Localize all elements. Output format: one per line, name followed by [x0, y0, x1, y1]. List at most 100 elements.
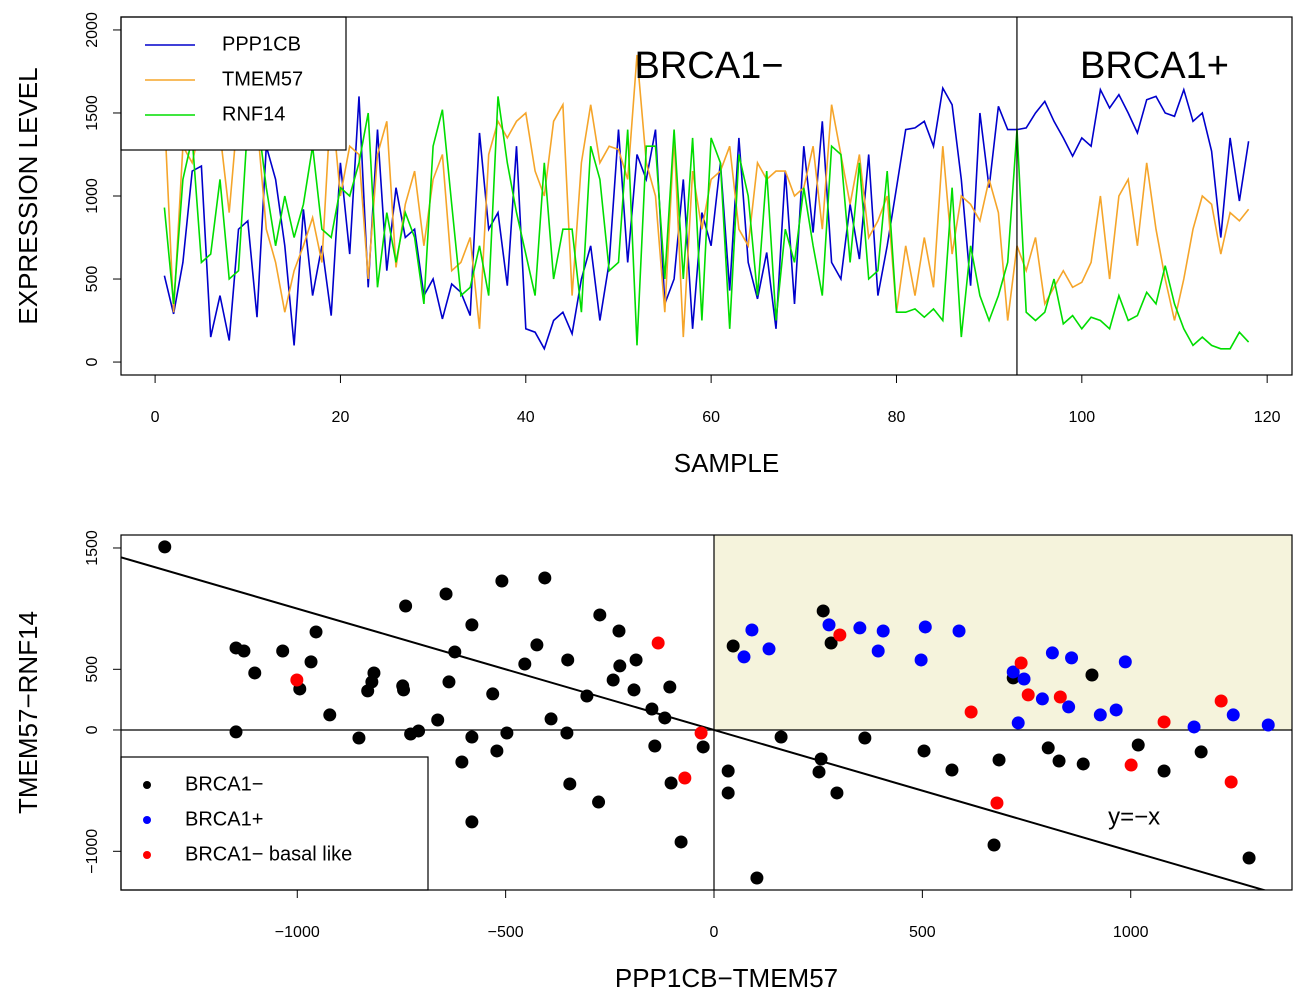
scatter-point — [1214, 694, 1228, 708]
plot-frame — [120, 16, 1293, 376]
scatter-point — [593, 608, 607, 622]
scatter-point — [1006, 665, 1020, 679]
legend-swatch — [143, 781, 151, 789]
scatter-point — [914, 653, 928, 667]
scatter-point — [1035, 692, 1049, 706]
scatter-point — [304, 655, 318, 669]
scatter-point — [945, 763, 959, 777]
scatter-point — [664, 776, 678, 790]
scatter-point — [490, 744, 504, 758]
legend-label: BRCA1+ — [185, 808, 263, 830]
y-tick-label: 0 — [84, 725, 101, 734]
x-tick-label: 1000 — [1113, 924, 1149, 941]
scatter-point — [465, 730, 479, 744]
scatter-point — [721, 764, 735, 778]
legend-swatch — [143, 851, 151, 859]
y-tick-label: 1500 — [84, 95, 101, 131]
reference-line-label: y=−x — [1108, 803, 1160, 830]
scatter-point — [560, 726, 574, 740]
scatter-point — [871, 644, 885, 658]
scatter-point — [276, 644, 290, 658]
scatter-point — [448, 645, 462, 659]
scatter-point — [1052, 754, 1066, 768]
y-axis-label: EXPRESSION LEVEL — [13, 67, 43, 324]
legend-label: PPP1CB — [222, 33, 301, 55]
scatter-point — [750, 871, 764, 885]
x-tick-label: 60 — [702, 409, 720, 426]
scatter-point — [1093, 708, 1107, 722]
scatter-point — [1076, 757, 1090, 771]
scatter-point — [816, 604, 830, 618]
y-tick-label: 500 — [84, 266, 101, 293]
scatter-point — [465, 815, 479, 829]
scatter-point — [465, 618, 479, 632]
scatter-point — [1124, 758, 1138, 772]
x-tick-label: 40 — [517, 409, 535, 426]
scatter-point — [158, 540, 172, 554]
scatter-point — [1157, 715, 1171, 729]
scatter-point — [580, 689, 594, 703]
scatter-point — [737, 650, 751, 664]
x-tick-label: 120 — [1254, 409, 1281, 426]
scatter-point — [814, 752, 828, 766]
scatter-point — [1194, 745, 1208, 759]
legend-swatch — [143, 816, 151, 824]
scatter-point — [674, 835, 688, 849]
scatter-point — [812, 765, 826, 779]
scatter-point — [745, 623, 759, 637]
scatter-point — [917, 744, 931, 758]
y-tick-label: −1000 — [84, 829, 101, 874]
legend-label: RNF14 — [222, 103, 285, 125]
scatter-point — [678, 771, 692, 785]
scatter-point — [648, 739, 662, 753]
scatter-point — [397, 683, 411, 697]
scatter-point — [1065, 651, 1079, 665]
x-tick-label: 0 — [710, 924, 719, 941]
y-tick-label: 500 — [84, 656, 101, 683]
group-label: BRCA1− — [635, 45, 784, 87]
scatter-point — [1118, 655, 1132, 669]
scatter-point — [987, 838, 1001, 852]
scatter-point — [563, 777, 577, 791]
scatter-point — [439, 587, 453, 601]
scatter-point — [442, 675, 456, 689]
scatter-point — [455, 755, 469, 769]
scatter-point — [518, 657, 532, 671]
x-axis-label: SAMPLE — [674, 448, 780, 478]
y-axis-label: TMEM57−RNF14 — [13, 611, 43, 814]
scatter-point — [1242, 851, 1256, 865]
x-tick-label: 500 — [909, 924, 936, 941]
x-tick-label: 80 — [888, 409, 906, 426]
scatter-point — [876, 624, 890, 638]
scatter-point — [627, 683, 641, 697]
scatter-point — [853, 621, 867, 635]
scatter-point — [1041, 741, 1055, 755]
scatter-point — [833, 628, 847, 642]
x-tick-label: 0 — [151, 409, 160, 426]
scatter-point — [1021, 688, 1035, 702]
scatter-point — [544, 712, 558, 726]
x-tick-label: 100 — [1068, 409, 1095, 426]
scatter-point — [651, 636, 665, 650]
x-axis-label: PPP1CB−TMEM57 — [615, 963, 838, 993]
x-tick-label: 20 — [332, 409, 350, 426]
scatter-point — [613, 659, 627, 673]
scatter-point — [992, 753, 1006, 767]
scatter-point — [538, 571, 552, 585]
legend-box — [120, 756, 429, 891]
scatter-point — [952, 624, 966, 638]
scatter-point — [645, 702, 659, 716]
scatter-point — [1045, 646, 1059, 660]
scatter-point — [606, 673, 620, 687]
y-tick-label: 2000 — [84, 12, 101, 48]
scatter-point — [323, 708, 337, 722]
scatter-point — [762, 642, 776, 656]
scatter-point — [726, 639, 740, 653]
legend-box — [120, 16, 347, 151]
scatter-point — [696, 740, 710, 754]
scatter-point — [1131, 738, 1145, 752]
scatter-point — [830, 786, 844, 800]
scatter-point — [365, 675, 379, 689]
reference-line — [121, 556, 1268, 890]
scatter-point — [1014, 656, 1028, 670]
